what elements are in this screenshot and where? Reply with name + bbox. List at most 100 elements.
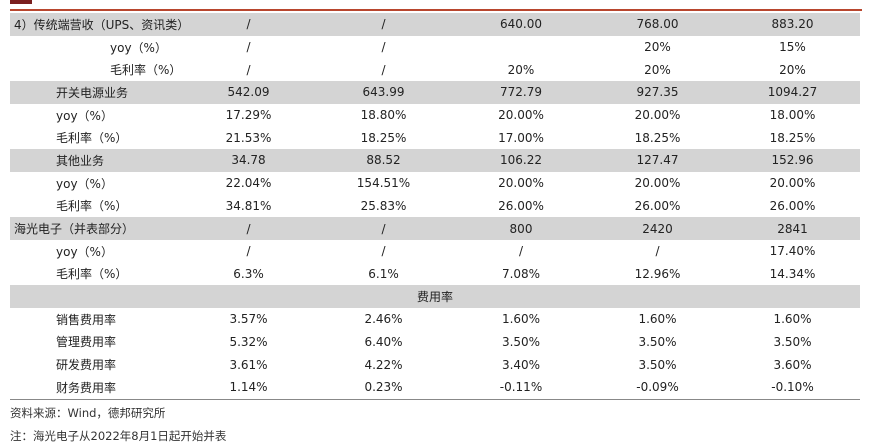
row-label-cell: yoy（%）: [10, 104, 182, 127]
table-body: 4）传统端营收（UPS、资讯类） //640.00 768.00 883.20 yoy（…: [10, 13, 860, 400]
value-cell: 18.25%: [769, 130, 816, 145]
table-row: 4）传统端营收（UPS、资讯类） //640.00 768.00 883.20: [10, 13, 860, 36]
value-cell: 640.00: [452, 13, 590, 36]
table-row: yoy（%） / / / / 17.40%: [10, 240, 860, 263]
value-cell: /: [246, 40, 251, 55]
table-row: 开关电源业务 542.09 643.99 772.79 927.35 1094.27: [10, 81, 860, 104]
value-cell: 25.83%: [360, 198, 407, 213]
value-cell: 20%: [507, 62, 535, 77]
header-rule: [10, 9, 862, 11]
value-cell: 2.46%: [364, 312, 403, 327]
value-cell: 5.32%: [229, 334, 268, 349]
value-cell: /: [182, 217, 315, 240]
value-cell: 88.52: [315, 149, 452, 172]
row-label-cell: 开关电源业务: [10, 81, 182, 104]
row-label: 毛利率（%）: [56, 267, 128, 282]
value-cell: 2420: [590, 217, 725, 240]
row-label: 其他业务: [56, 153, 105, 168]
value-cell: /: [182, 13, 315, 36]
row-label: 财务费用率: [56, 380, 117, 395]
table-row: 研发费用率 3.61% 4.22% 3.40% 3.50% 3.60%: [10, 353, 860, 376]
value-cell: 3.50%: [773, 334, 812, 349]
value-cell: 14.34%: [769, 266, 816, 281]
value-cell: 3.40%: [501, 357, 541, 372]
value-cell: 1.14%: [182, 376, 315, 400]
value-cell: 20.00%: [769, 176, 816, 191]
value-cell: 34.78: [182, 149, 315, 172]
value-cell: 3.50%: [501, 334, 541, 349]
row-label: 销售费用率: [56, 312, 117, 327]
value-cell: 20.00%: [634, 176, 681, 191]
value-cell: /: [381, 40, 386, 55]
row-label: yoy（%）: [56, 244, 113, 259]
table-row: 海光电子（并表部分） //800 2420 2841: [10, 217, 860, 240]
value-cell: 6.40%: [364, 334, 403, 349]
value-cell: 26.00%: [769, 198, 816, 213]
top-header-bar: [0, 0, 878, 14]
value-cell: -0.11%: [452, 376, 590, 400]
value-cell: 6.1%: [368, 266, 399, 281]
value-cell: 18.25%: [634, 130, 681, 145]
value-cell: 1.60%: [501, 312, 541, 327]
table-row: 费用率: [10, 285, 860, 308]
value-cell: 643.99: [315, 81, 452, 104]
row-label: 海光电子（并表部分）: [14, 222, 135, 237]
row-label: 开关电源业务: [56, 85, 129, 100]
value-cell: 154.51%: [356, 176, 411, 191]
row-label: yoy（%）: [56, 176, 113, 191]
table-row: yoy（%） 17.29% 18.80% 20.00% 20.00% 18.00%: [10, 104, 860, 127]
source-note: 资料来源：Wind，德邦研究所: [10, 406, 166, 420]
row-label-cell: 管理费用率: [10, 331, 182, 354]
row-label-cell: 销售费用率: [10, 308, 182, 331]
table-row: 毛利率（%） 34.81% 25.83% 26.00% 26.00% 26.00%: [10, 195, 860, 218]
value-cell: 3.50%: [638, 357, 677, 372]
value-cell: 3.61%: [229, 357, 268, 372]
table-row: 其他业务 34.78 88.52 106.22 127.47 152.96: [10, 149, 860, 172]
value-cell: /: [655, 244, 660, 259]
value-cell: 26.00%: [634, 198, 681, 213]
row-label: 管理费用率: [56, 335, 117, 350]
value-cell: /: [315, 217, 452, 240]
value-cell: 18.25%: [360, 130, 407, 145]
row-label: 毛利率（%）: [56, 199, 128, 214]
value-cell: 12.96%: [634, 266, 681, 281]
table-row: yoy（%） / / 20% 15%: [10, 36, 860, 59]
value-cell: 127.47: [590, 149, 725, 172]
row-label-cell: yoy（%）: [10, 36, 182, 59]
row-label: 毛利率（%）: [110, 63, 182, 78]
value-cell: -0.09%: [590, 376, 725, 400]
value-cell: 0.23%: [315, 376, 452, 400]
brand-mark: [10, 0, 32, 4]
value-cell: 26.00%: [498, 198, 544, 213]
value-cell: 18.00%: [769, 108, 816, 123]
value-cell: -0.10%: [725, 376, 860, 400]
value-cell: 34.81%: [225, 198, 272, 213]
value-cell: 20.00%: [498, 108, 544, 123]
value-cell: 17.29%: [225, 108, 272, 123]
table-row: 管理费用率 5.32% 6.40% 3.50% 3.50% 3.50%: [10, 331, 860, 354]
row-label-cell: 毛利率（%）: [10, 58, 182, 81]
table-row: yoy（%） 22.04% 154.51% 20.00% 20.00% 20.00%: [10, 172, 860, 195]
row-label-cell: 4）传统端营收（UPS、资讯类）: [10, 13, 189, 36]
table-row: 财务费用率 1.14% 0.23% -0.11% -0.09% -0.10%: [10, 376, 860, 400]
value-cell: 883.20: [725, 13, 860, 36]
table-row: 毛利率（%） 6.3% 6.1% 7.08% 12.96% 14.34%: [10, 263, 860, 286]
value-cell: 20.00%: [634, 108, 681, 123]
row-label: 4）传统端营收（UPS、资讯类）: [14, 17, 190, 32]
value-cell: 17.40%: [769, 244, 816, 259]
value-cell: /: [518, 244, 524, 259]
value-cell: 3.50%: [638, 334, 677, 349]
financial-forecast-table: 4）传统端营收（UPS、资讯类） //640.00 768.00 883.20 yoy（…: [10, 13, 860, 400]
section-header-cell: 费用率: [10, 285, 860, 308]
row-label-cell: 毛利率（%）: [10, 126, 182, 149]
row-label-cell: yoy（%）: [10, 172, 182, 195]
value-cell: 6.3%: [233, 266, 264, 281]
value-cell: /: [315, 13, 452, 36]
row-label-cell: yoy（%）: [10, 240, 182, 263]
value-cell: 1.60%: [638, 312, 677, 327]
value-cell: /: [246, 244, 251, 259]
value-cell: 20%: [644, 62, 671, 77]
row-label: 研发费用率: [56, 358, 117, 373]
value-cell: 20%: [644, 40, 671, 55]
value-cell: 542.09: [182, 81, 315, 104]
